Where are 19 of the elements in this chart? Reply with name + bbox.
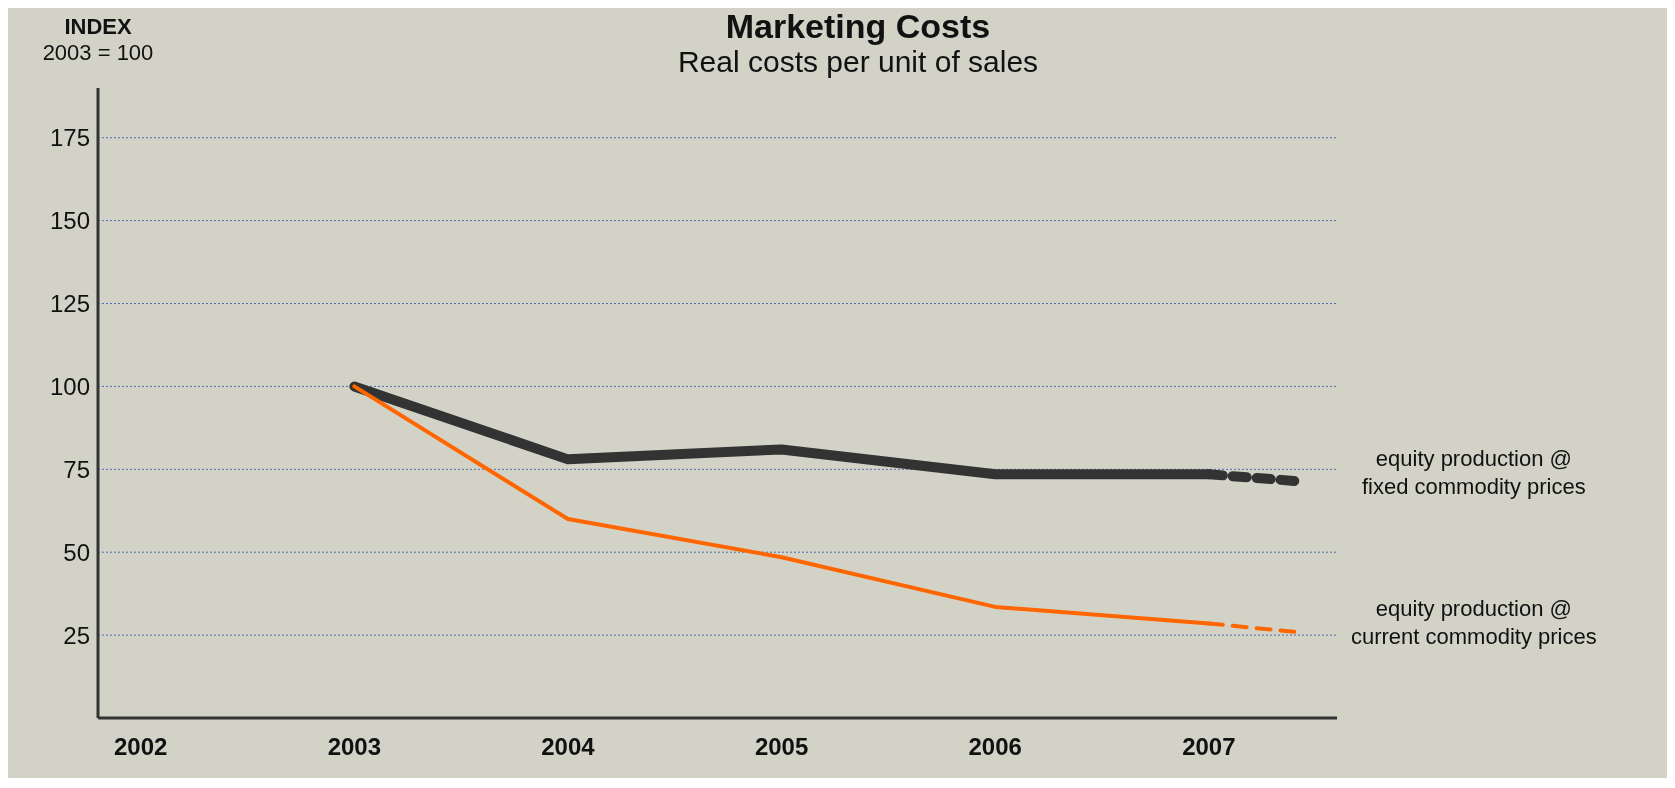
text: equity production @ current commodity prices — [1350, 595, 1597, 649]
x-tick-label: 2004 — [541, 733, 596, 761]
y-tick-label: 75 — [63, 455, 90, 483]
x-tick-label: 2003 — [327, 733, 382, 761]
y-tick-label: 25 — [63, 621, 90, 649]
text: equity production @ fixed commodity prices — [1361, 446, 1586, 500]
x-tick-label: 2002 — [114, 733, 168, 761]
y-tick-label: 50 — [63, 538, 90, 566]
y-tick-label: 150 — [49, 207, 90, 235]
chart-title: Marketing Costs — [725, 7, 991, 45]
chart-subtitle: Real costs per unit of sales — [677, 45, 1039, 78]
y-tick-label: 175 — [49, 124, 90, 152]
x-tick-label: 2005 — [754, 733, 809, 761]
y-axis-title: INDEX — [63, 14, 133, 40]
text: 2003 = 100 — [41, 40, 155, 66]
y-tick-label: 125 — [49, 290, 90, 318]
x-tick-label: 2006 — [968, 733, 1022, 761]
x-tick-label: 2007 — [1182, 733, 1236, 761]
y-tick-label: 100 — [49, 372, 90, 400]
